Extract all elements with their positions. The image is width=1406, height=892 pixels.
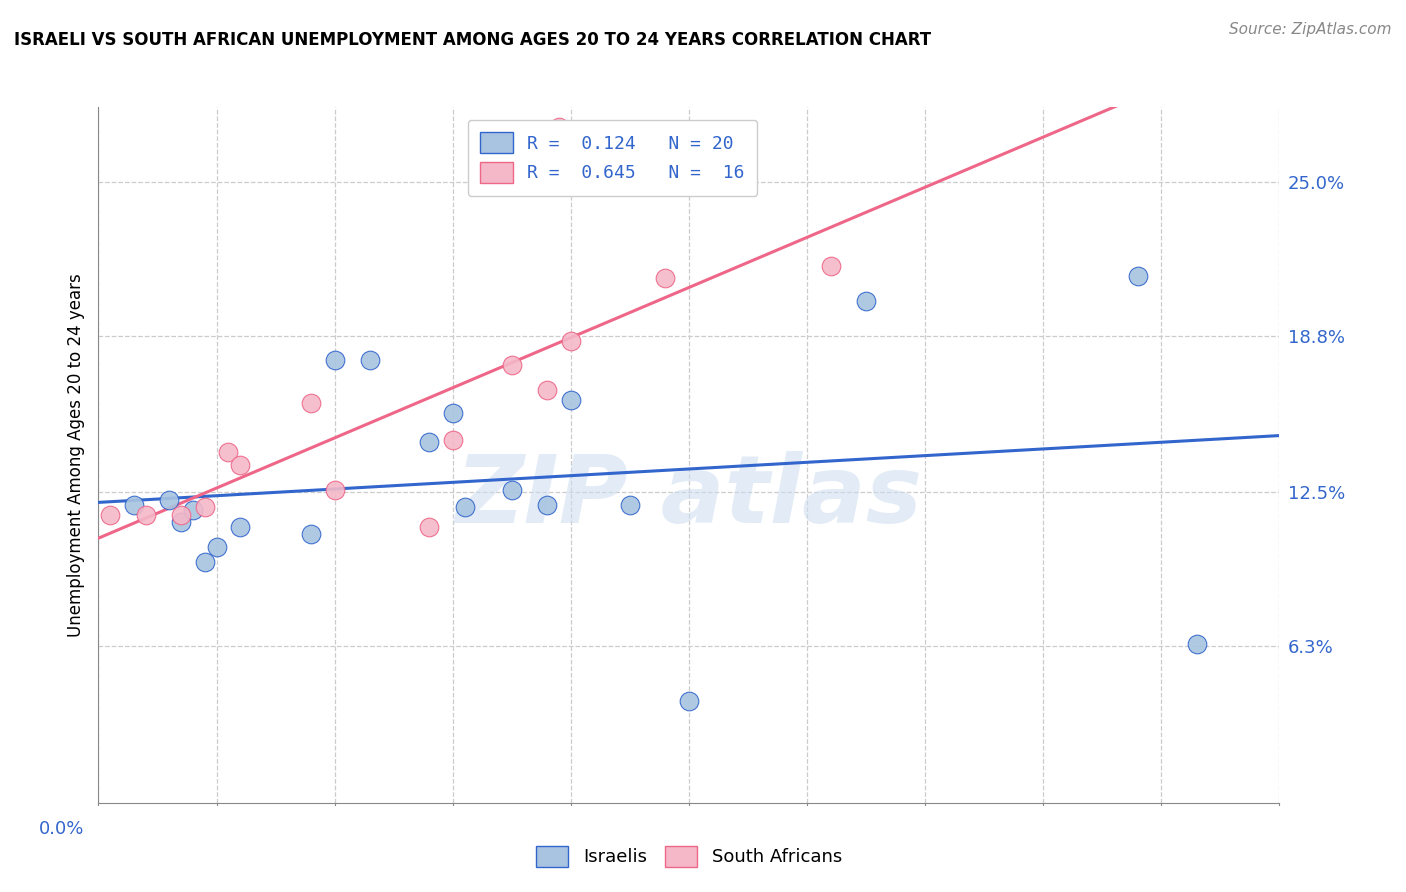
Point [820,259,842,273]
Point [1185,637,1208,651]
Point [170,508,193,522]
Point [654,271,676,285]
Text: Source: ZipAtlas.com: Source: ZipAtlas.com [1229,22,1392,37]
Point [299,395,322,409]
Point [453,500,475,514]
Point [1126,268,1149,283]
Point [229,458,252,472]
Text: 0.0%: 0.0% [39,821,84,838]
Point [135,508,157,522]
Point [299,527,322,541]
Point [560,334,582,348]
Point [536,384,558,398]
Point [536,498,558,512]
Point [194,500,217,514]
Point [501,359,523,373]
Text: ISRAELI VS SOUTH AFRICAN UNEMPLOYMENT AMONG AGES 20 TO 24 YEARS CORRELATION CHAR: ISRAELI VS SOUTH AFRICAN UNEMPLOYMENT AM… [14,31,931,49]
Point [418,520,440,534]
Point [194,555,217,569]
Point [501,483,523,497]
Point [217,445,239,459]
Point [418,435,440,450]
Point [205,540,228,554]
Point [157,492,180,507]
Text: ZIP atlas: ZIP atlas [456,450,922,542]
Point [229,520,252,534]
Point [323,483,346,497]
Point [560,393,582,408]
Point [98,508,121,522]
Point [619,498,641,512]
Point [855,293,877,308]
Point [181,502,204,516]
Legend: Israelis, South Africans: Israelis, South Africans [529,838,849,874]
Point [122,498,145,512]
Legend: R =  0.124   N = 20, R =  0.645   N =  16: R = 0.124 N = 20, R = 0.645 N = 16 [468,120,758,195]
Point [323,353,346,368]
Point [678,694,700,708]
Point [441,406,464,420]
Y-axis label: Unemployment Among Ages 20 to 24 years: Unemployment Among Ages 20 to 24 years [66,273,84,637]
Point [359,353,381,368]
Point [170,515,193,529]
Point [441,433,464,447]
Point [548,120,571,134]
